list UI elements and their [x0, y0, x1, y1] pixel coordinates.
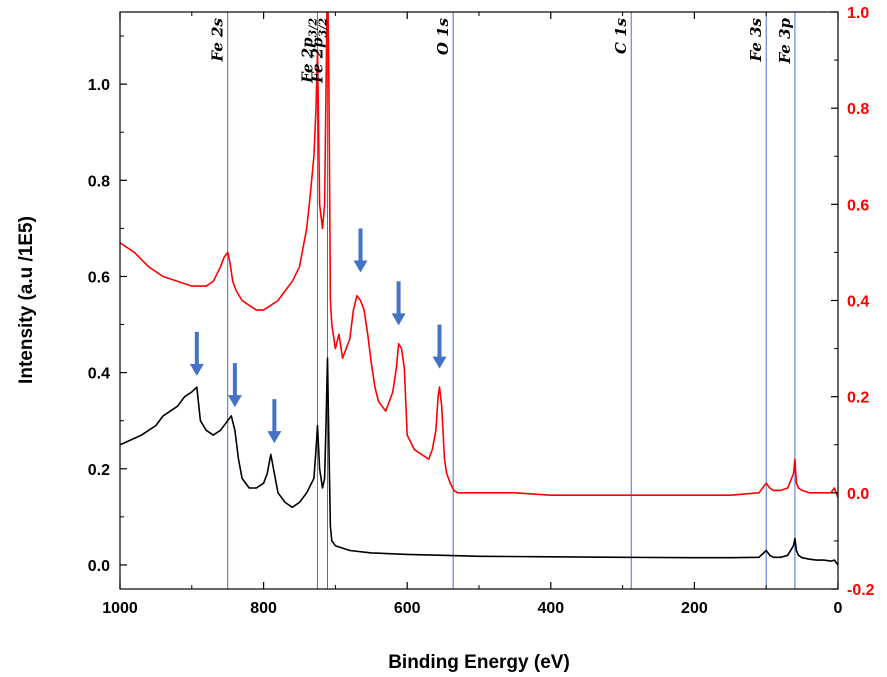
axis-ticks: 1000 800 600 400 200 0 0.0 0.2 0.4 0.6 0.8 1.0 -0.2 0…	[88, 5, 875, 617]
series-group	[120, 12, 838, 566]
x-tick-label: 800	[250, 600, 277, 617]
arrow-head	[267, 431, 282, 444]
y-left-tick-label: 0.2	[88, 462, 110, 479]
y-right-tick-label: 1.0	[847, 5, 869, 22]
x-tick-label: 600	[394, 600, 421, 617]
y-right-tick-label: -0.2	[847, 582, 875, 599]
peak-labels: Fe 2s Fe 2p3/2Fe 2p3/2 O 1s C 1s Fe 3s Fe 3p	[209, 17, 794, 83]
y-left-tick-label: 0.0	[88, 558, 110, 575]
x-axis-title: Binding Energy (eV)	[388, 652, 570, 673]
arrow-head	[227, 395, 242, 408]
x-tick-label: 200	[681, 600, 708, 617]
y-axis-title: Intensity (a.u /1E5)	[16, 216, 37, 384]
y-left-tick-label: 0.4	[88, 366, 110, 383]
y-right-tick-label: 0.0	[847, 486, 869, 503]
y-left-tick-label: 1.0	[88, 77, 110, 94]
x-tick-label: 0	[834, 600, 843, 617]
arrow-annotations	[189, 228, 447, 444]
y-right-tick-label: 0.4	[847, 294, 869, 311]
peak-label: O 1s	[434, 17, 452, 55]
peak-label: Fe 2s	[209, 17, 227, 62]
reference-lines	[227, 12, 796, 589]
red-series-line	[120, 12, 838, 498]
arrow-head	[432, 356, 447, 369]
y-right-tick-label: 0.8	[847, 101, 869, 118]
y-right-tick-label: 0.6	[847, 197, 869, 214]
x-tick-label: 1000	[102, 600, 138, 617]
x-tick-label: 400	[537, 600, 564, 617]
arrow-head	[353, 260, 368, 273]
peak-label: C 1s	[612, 17, 630, 54]
arrow-head	[189, 363, 204, 376]
peak-label: Fe 3p	[776, 17, 794, 64]
y-left-tick-label: 0.8	[88, 173, 110, 190]
black-series-line	[120, 357, 838, 566]
peak-label: Fe 3s	[747, 17, 765, 62]
arrow-head	[391, 313, 406, 326]
y-right-tick-label: 0.2	[847, 390, 869, 407]
y-left-tick-label: 0.6	[88, 269, 110, 286]
